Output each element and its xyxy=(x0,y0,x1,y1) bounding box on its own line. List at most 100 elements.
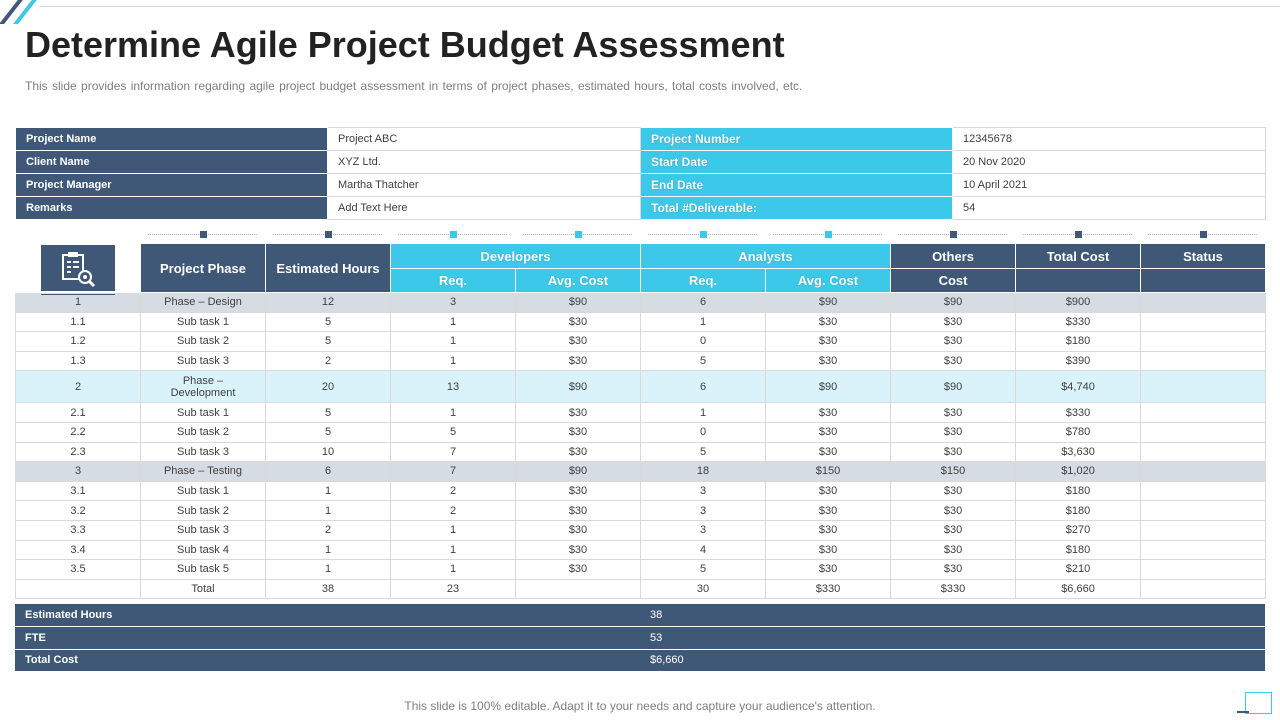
cell-total-cost: $180 xyxy=(1015,500,1142,521)
cell-phase: Sub task 2 xyxy=(140,331,266,352)
cell-analyst-avg-cost: $30 xyxy=(764,441,892,463)
cell-others-cost: $30 xyxy=(890,421,1017,443)
header-status: Status xyxy=(1140,243,1267,269)
cell-id: 3.1 xyxy=(15,480,141,502)
table-row: 2.1 Sub task 1 5 1 $30 1 $30 $30 $330 xyxy=(15,402,1267,423)
cell-phase: Sub task 3 xyxy=(140,441,266,463)
start-date-label: Start Date xyxy=(640,150,953,174)
cell-total-cost: $780 xyxy=(1015,421,1142,443)
cell-analyst-avg-cost: $30 xyxy=(764,539,892,561)
cell-others-cost: $30 xyxy=(890,402,1017,423)
cell-hours: 38 xyxy=(265,578,391,600)
project-name-label: Project Name xyxy=(15,127,328,151)
cell-others-cost: $30 xyxy=(890,311,1017,333)
cell-total-cost: $4,740 xyxy=(1015,370,1142,404)
cell-dev-req: 13 xyxy=(390,370,516,404)
info-row: Remarks Add Text Here Total #Deliverable… xyxy=(15,196,1266,220)
table-row: 2 Phase – Development 20 13 $90 6 $90 $90 $4,740 xyxy=(15,370,1267,404)
cell-analyst-avg-cost: $30 xyxy=(764,331,892,352)
header-total-cost: Total Cost xyxy=(1015,243,1142,269)
table-row: 3 Phase – Testing 6 7 $90 18 $150 $150 $1,020 xyxy=(15,461,1267,482)
table-row: 1.1 Sub task 1 5 1 $30 1 $30 $30 $330 xyxy=(15,311,1267,333)
cell-status xyxy=(1140,500,1267,521)
cell-dev-avg-cost: $30 xyxy=(515,402,641,423)
cell-status xyxy=(1140,539,1267,561)
cell-analyst-req: 3 xyxy=(640,480,766,502)
cell-analyst-avg-cost: $30 xyxy=(764,402,892,423)
cell-phase: Sub task 3 xyxy=(140,519,266,541)
cell-hours: 2 xyxy=(265,350,391,372)
cell-dev-req: 1 xyxy=(390,311,516,333)
cell-status xyxy=(1140,350,1267,372)
cell-analyst-req: 1 xyxy=(640,402,766,423)
total-deliverable-value: 54 xyxy=(952,196,1266,220)
total-deliverable-label: Total #Deliverable: xyxy=(640,196,953,220)
cell-dev-req: 2 xyxy=(390,500,516,521)
cell-status xyxy=(1140,480,1267,502)
table-row: 1.3 Sub task 3 2 1 $30 5 $30 $30 $390 xyxy=(15,350,1267,372)
cell-others-cost: $90 xyxy=(890,292,1017,313)
cell-analyst-req: 5 xyxy=(640,441,766,463)
cell-dev-avg-cost: $30 xyxy=(515,500,641,521)
table-row: 2.3 Sub task 3 10 7 $30 5 $30 $30 $3,630 xyxy=(15,441,1267,463)
cell-others-cost: $30 xyxy=(890,519,1017,541)
cell-phase: Sub task 1 xyxy=(140,402,266,423)
cell-id: 3.4 xyxy=(15,539,141,561)
cell-others-cost: $30 xyxy=(890,331,1017,352)
summary-row: FTE 53 xyxy=(15,626,1265,650)
cell-total-cost: $180 xyxy=(1015,539,1142,561)
table-row: 3.5 Sub task 5 1 1 $30 5 $30 $30 $210 xyxy=(15,559,1267,580)
cell-phase: Phase – Testing xyxy=(140,461,266,482)
cell-dev-avg-cost: $30 xyxy=(515,559,641,580)
cell-phase: Sub task 2 xyxy=(140,500,266,521)
project-number-label: Project Number xyxy=(640,127,953,151)
cell-dev-req: 5 xyxy=(390,421,516,443)
cell-id xyxy=(15,578,141,600)
cell-analyst-req: 6 xyxy=(640,370,766,404)
header-others-cost: Cost xyxy=(890,268,1017,293)
cell-hours: 6 xyxy=(265,461,391,482)
header-status-sub xyxy=(1140,268,1267,293)
cell-total-cost: $900 xyxy=(1015,292,1142,313)
cell-dev-avg-cost: $30 xyxy=(515,350,641,372)
cell-analyst-avg-cost: $330 xyxy=(764,578,892,600)
info-row: Client Name XYZ Ltd. Start Date 20 Nov 2… xyxy=(15,150,1266,174)
cell-hours: 1 xyxy=(265,480,391,502)
header-total-cost-sub xyxy=(1015,268,1142,293)
project-info-table: Project Name Project ABC Project Number … xyxy=(15,127,1266,220)
cell-hours: 1 xyxy=(265,559,391,580)
cell-others-cost: $30 xyxy=(890,500,1017,521)
cell-status xyxy=(1140,311,1267,333)
cell-analyst-avg-cost: $30 xyxy=(764,519,892,541)
cell-others-cost: $30 xyxy=(890,350,1017,372)
remarks-value: Add Text Here xyxy=(327,196,641,220)
cell-dev-req: 23 xyxy=(390,578,516,600)
table-row: 3.2 Sub task 2 1 2 $30 3 $30 $30 $180 xyxy=(15,500,1267,521)
column-connector xyxy=(140,229,1265,241)
cell-status xyxy=(1140,559,1267,580)
cell-analyst-req: 5 xyxy=(640,559,766,580)
summary-fte-value: 53 xyxy=(640,626,1265,650)
cell-analyst-avg-cost: $30 xyxy=(764,559,892,580)
table-row: 2.2 Sub task 2 5 5 $30 0 $30 $30 $780 xyxy=(15,421,1267,443)
cell-dev-avg-cost: $90 xyxy=(515,370,641,404)
cell-dev-avg-cost xyxy=(515,578,641,600)
summary-total-cost-value: $6,660 xyxy=(640,649,1265,672)
table-row: Total 38 23 30 $330 $330 $6,660 xyxy=(15,578,1267,600)
cell-hours: 5 xyxy=(265,331,391,352)
cell-hours: 5 xyxy=(265,311,391,333)
summary-row: Estimated Hours 38 xyxy=(15,604,1265,627)
footer-note: This slide is 100% editable. Adapt it to… xyxy=(404,699,876,713)
cell-hours: 10 xyxy=(265,441,391,463)
cell-dev-avg-cost: $90 xyxy=(515,292,641,313)
cell-dev-req: 3 xyxy=(390,292,516,313)
cell-phase: Sub task 1 xyxy=(140,480,266,502)
summary-estimated-hours-label: Estimated Hours xyxy=(15,604,640,627)
cell-phase: Phase – Design xyxy=(140,292,266,313)
cell-others-cost: $30 xyxy=(890,539,1017,561)
start-date-value: 20 Nov 2020 xyxy=(952,150,1266,174)
cell-dev-avg-cost: $30 xyxy=(515,519,641,541)
end-date-label: End Date xyxy=(640,173,953,197)
cell-analyst-avg-cost: $30 xyxy=(764,311,892,333)
info-row: Project Manager Martha Thatcher End Date… xyxy=(15,173,1266,197)
